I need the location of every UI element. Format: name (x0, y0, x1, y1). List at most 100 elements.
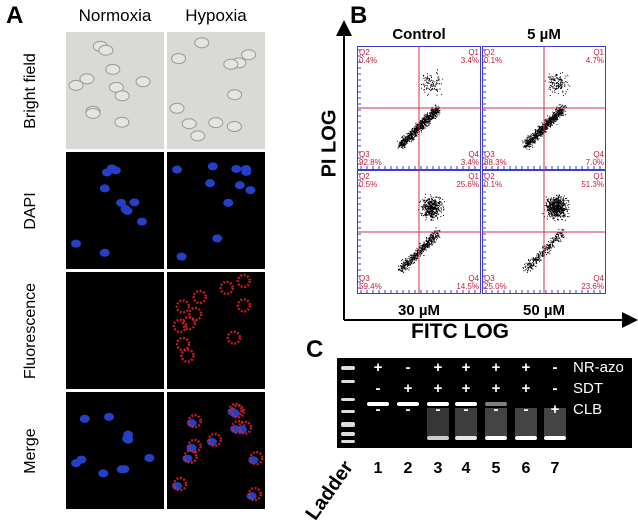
y-axis-label: PI LOG (318, 109, 341, 178)
gel-band (485, 402, 507, 406)
quadrant-q2: Q2 0.4% (359, 49, 389, 65)
condition-sign: - (463, 401, 469, 418)
gel-band (397, 402, 419, 406)
ladder-band (341, 398, 355, 401)
flow-axes (336, 20, 638, 328)
ladder-band (341, 380, 355, 383)
gel-band (485, 436, 507, 440)
ladder-label: Ladder (301, 456, 358, 525)
quadrant-name: Q4 (468, 150, 479, 159)
quadrant-q3: Q3 92.8% (359, 151, 389, 167)
condition-sign: - (552, 380, 558, 397)
quadrant-q1: Q1 25.6% (449, 173, 479, 189)
panel-a-label: A (6, 2, 24, 29)
quadrant-q2: Q2 0.1% (484, 173, 514, 189)
condition-sign: + (521, 359, 531, 376)
quadrant-q3: Q3 25.0% (484, 275, 514, 291)
quadrant-name: Q3 (484, 150, 495, 159)
plot-title: 50 µM (523, 302, 565, 319)
condition-sign: - (405, 359, 411, 376)
row-label: DAPI (22, 192, 39, 230)
quadrant-q1: Q1 51.3% (574, 173, 604, 189)
quadrant-name: Q1 (468, 48, 479, 57)
lane-number: 6 (521, 460, 531, 477)
quadrant-name: Q2 (484, 172, 495, 181)
quadrant-percent: 7.0% (585, 158, 604, 167)
gel-smear (427, 408, 449, 436)
condition-sign: + (550, 401, 560, 418)
ladder-band (341, 366, 355, 370)
quadrant-q1: Q1 3.4% (449, 49, 479, 65)
flow-plot (357, 46, 481, 170)
condition-sign: - (552, 359, 558, 376)
micrograph-fluorescence-hypoxia (167, 272, 265, 389)
quadrant-name: Q2 (484, 48, 495, 57)
condition-label: SDT (573, 380, 603, 397)
condition-sign: + (491, 380, 501, 397)
condition-sign: + (403, 380, 413, 397)
quadrant-q3: Q3 88.3% (484, 151, 514, 167)
lane-number: 2 (403, 460, 413, 477)
micrograph-bright-field-normoxia (66, 32, 164, 149)
quadrant-q3: Q3 59.4% (359, 275, 389, 291)
quadrant-percent: 3.4% (460, 56, 479, 65)
quadrant-percent: 25.6% (456, 180, 479, 189)
condition-sign: - (375, 401, 381, 418)
quadrant-percent: 0.1% (484, 180, 503, 189)
micrograph-merge-hypoxia (167, 392, 265, 509)
flow-plot-3 (482, 170, 606, 294)
quadrant-name: Q1 (468, 172, 479, 181)
condition-sign: - (523, 401, 529, 418)
quadrant-q1: Q1 4.7% (574, 49, 604, 65)
gel-band (427, 436, 449, 440)
condition-sign: + (461, 380, 471, 397)
quadrant-percent: 0.1% (484, 56, 503, 65)
gel-band (515, 436, 537, 440)
flow-plot (482, 170, 606, 294)
plot-title: 30 µM (398, 302, 440, 319)
column-header-normoxia: Normoxia (78, 6, 152, 25)
plot-title: Control (392, 26, 446, 43)
panel-c-label: C (306, 336, 324, 363)
condition-sign: + (373, 359, 383, 376)
gel-smear (544, 408, 566, 436)
column-header-hypoxia: Hypoxia (185, 6, 247, 25)
ladder-band (341, 432, 355, 436)
flow-plot-0 (357, 46, 481, 170)
quadrant-name: Q4 (593, 150, 604, 159)
x-axis-label: FITC LOG (411, 320, 509, 343)
gel-band (367, 402, 389, 406)
quadrant-name: Q3 (359, 150, 370, 159)
gel-smear (515, 408, 537, 436)
micrograph-bright-field-hypoxia (167, 32, 265, 149)
quadrant-name: Q4 (593, 274, 604, 283)
condition-label: CLB (573, 401, 603, 418)
gel-band (455, 402, 477, 406)
condition-sign: + (461, 359, 471, 376)
quadrant-name: Q1 (593, 48, 604, 57)
quadrant-name: Q3 (484, 274, 495, 283)
quadrant-q4: Q4 23.6% (574, 275, 604, 291)
micrograph-dapi-normoxia (66, 152, 164, 269)
condition-sign: + (491, 359, 501, 376)
quadrant-percent: 88.3% (484, 158, 507, 167)
quadrant-percent: 92.8% (359, 158, 382, 167)
condition-label: NR-azo (573, 359, 624, 376)
quadrant-percent: 51.3% (581, 180, 604, 189)
condition-sign: - (405, 401, 411, 418)
quadrant-q4: Q4 7.0% (574, 151, 604, 167)
flow-plot-1 (482, 46, 606, 170)
quadrant-name: Q1 (593, 172, 604, 181)
lane-number: 3 (433, 460, 443, 477)
quadrant-percent: 4.7% (585, 56, 604, 65)
gel-band (544, 436, 566, 440)
flow-plot-2 (357, 170, 481, 294)
panel-b-label: B (350, 2, 368, 29)
condition-sign: + (521, 380, 531, 397)
ladder-band (341, 440, 355, 443)
micrograph-dapi-hypoxia (167, 152, 265, 269)
gel-band (455, 436, 477, 440)
gel-band (427, 402, 449, 406)
condition-sign: - (375, 380, 381, 397)
quadrant-percent: 14.5% (456, 282, 479, 291)
